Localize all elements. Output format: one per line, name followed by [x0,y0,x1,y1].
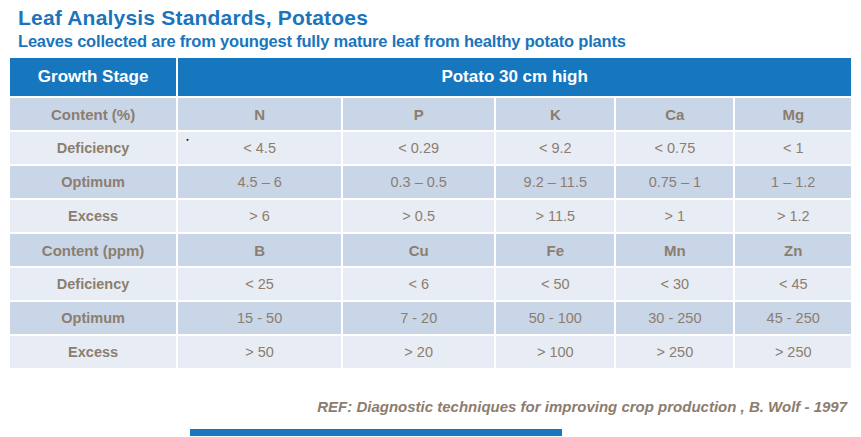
value-cell: 15 - 50 [178,302,341,334]
value-cell: 30 - 250 [616,302,733,334]
value-cell: 45 - 250 [735,302,851,334]
page-title: Leaf Analysis Standards, Potatoes [18,6,368,30]
value-cell: < 9.2 [496,132,614,164]
value-cell: 7 - 20 [343,302,494,334]
value-cell: < 6 [343,268,494,300]
element-header: B [178,234,341,266]
element-header: Cu [343,234,494,266]
value-cell: > 0.5 [343,200,494,232]
reference-citation: REF: Diagnostic techniques for improving… [147,398,847,415]
value-cell: < 1 [735,132,851,164]
value-cell: > 50 [178,336,341,368]
crop-span-header: Potato 30 cm high [178,58,851,96]
element-header: Fe [496,234,614,266]
element-header: N [178,98,341,130]
value-cell: > 250 [735,336,851,368]
value-cell: ▪ < 4.5 [178,132,341,164]
value-cell: > 100 [496,336,614,368]
row-label: Optimum [10,302,176,334]
value-cell: < 25 [178,268,341,300]
unit-row-ppm: Content (ppm) B Cu Fe Mn Zn [10,234,851,266]
table-row-optimum-ppm: Optimum 15 - 50 7 - 20 50 - 100 30 - 250… [10,302,851,334]
value-cell: < 50 [496,268,614,300]
element-header: K [496,98,614,130]
value-cell: > 20 [343,336,494,368]
row-label: Excess [10,200,176,232]
value-cell: > 1.2 [735,200,851,232]
value-cell: 0.3 – 0.5 [343,166,494,198]
element-header: Mn [616,234,733,266]
value-cell: 0.75 – 1 [616,166,733,198]
page-subtitle: Leaves collected are from youngest fully… [18,32,626,51]
slide: Leaf Analysis Standards, Potatoes Leaves… [0,0,861,437]
element-header: Ca [616,98,733,130]
stray-bullet-mark: ▪ [186,136,188,143]
value-cell: 4.5 – 6 [178,166,341,198]
value-cell: 9.2 – 11.5 [496,166,614,198]
row-label: Excess [10,336,176,368]
value-cell: < 45 [735,268,851,300]
element-header: Mg [735,98,851,130]
row-label: Content (%) [10,98,176,130]
value-cell: > 6 [178,200,341,232]
leaf-analysis-table: Growth Stage Potato 30 cm high Content (… [8,56,853,370]
table-row-excess-percent: Excess > 6 > 0.5 > 11.5 > 1 > 1.2 [10,200,851,232]
value-cell: 1 – 1.2 [735,166,851,198]
element-header: P [343,98,494,130]
value-cell: < 0.75 [616,132,733,164]
row-label: Deficiency [10,268,176,300]
row-label: Content (ppm) [10,234,176,266]
value-cell: > 250 [616,336,733,368]
value-cell: > 1 [616,200,733,232]
value: < 4.5 [243,140,276,156]
value-cell: 50 - 100 [496,302,614,334]
table-row-deficiency-percent: Deficiency ▪ < 4.5 < 0.29 < 9.2 < 0.75 <… [10,132,851,164]
table-header-row: Growth Stage Potato 30 cm high [10,58,851,96]
row-label: Deficiency [10,132,176,164]
bottom-divider-bar [190,429,562,436]
value-cell: > 11.5 [496,200,614,232]
value-cell: < 0.29 [343,132,494,164]
growth-stage-header: Growth Stage [10,58,176,96]
value-cell: < 30 [616,268,733,300]
row-label: Optimum [10,166,176,198]
unit-row-percent: Content (%) N P K Ca Mg [10,98,851,130]
table-row-deficiency-ppm: Deficiency < 25 < 6 < 50 < 30 < 45 [10,268,851,300]
element-header: Zn [735,234,851,266]
table-row-excess-ppm: Excess > 50 > 20 > 100 > 250 > 250 [10,336,851,368]
table-row-optimum-percent: Optimum 4.5 – 6 0.3 – 0.5 9.2 – 11.5 0.7… [10,166,851,198]
